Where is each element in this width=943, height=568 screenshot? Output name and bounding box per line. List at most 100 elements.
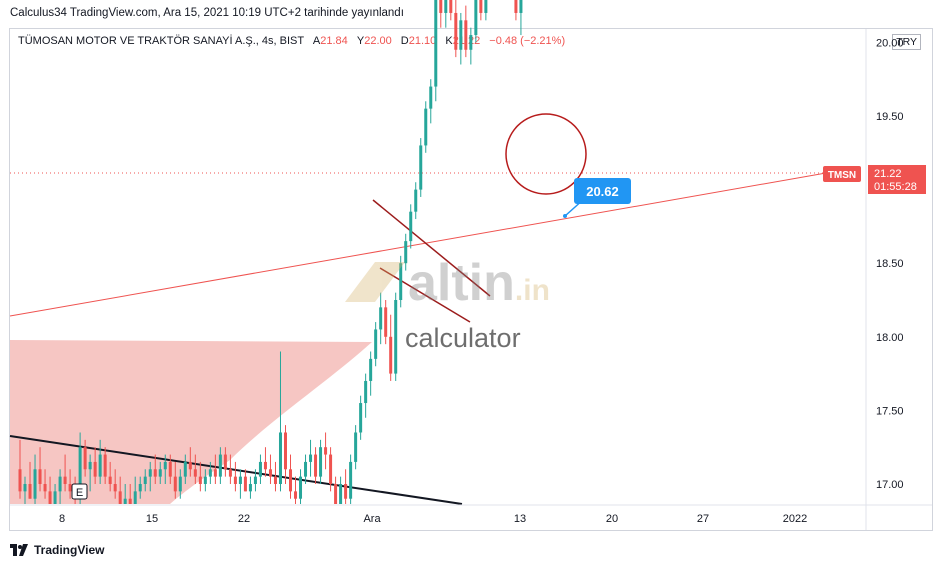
x-axis[interactable]: 8 15 22 Ara 13 20 27 2022 bbox=[59, 513, 807, 525]
candle[interactable] bbox=[434, 0, 438, 102]
candle[interactable] bbox=[108, 461, 112, 492]
candle[interactable] bbox=[188, 447, 192, 477]
candle[interactable] bbox=[439, 0, 443, 28]
candle[interactable] bbox=[354, 425, 358, 470]
candle[interactable] bbox=[183, 454, 187, 484]
candle[interactable] bbox=[304, 454, 308, 484]
candle[interactable] bbox=[58, 469, 62, 504]
candle[interactable] bbox=[18, 439, 22, 499]
candle[interactable] bbox=[459, 12, 463, 65]
candle[interactable] bbox=[394, 292, 398, 381]
candle[interactable] bbox=[178, 469, 182, 499]
candle[interactable] bbox=[173, 461, 177, 499]
candle[interactable] bbox=[238, 469, 242, 499]
candle[interactable] bbox=[414, 182, 418, 220]
candle[interactable] bbox=[158, 461, 162, 484]
candle[interactable] bbox=[278, 351, 282, 492]
candle[interactable] bbox=[464, 5, 468, 58]
legend-symbol[interactable]: TÜMOSAN MOTOR VE TRAKTÖR SANAYİ A.Ş., 4s… bbox=[18, 35, 304, 47]
highlight-circle[interactable] bbox=[505, 113, 587, 195]
candle[interactable] bbox=[93, 447, 97, 484]
candle[interactable] bbox=[88, 454, 92, 492]
candle[interactable] bbox=[53, 484, 57, 504]
candle[interactable] bbox=[128, 484, 132, 504]
candle[interactable] bbox=[208, 461, 212, 484]
candle[interactable] bbox=[334, 476, 338, 504]
wedge-line-lower[interactable] bbox=[379, 267, 471, 323]
candle[interactable] bbox=[233, 461, 237, 492]
candle[interactable] bbox=[83, 439, 87, 477]
wedge-line-upper[interactable] bbox=[372, 199, 491, 297]
candle[interactable] bbox=[384, 300, 388, 345]
candle[interactable] bbox=[314, 447, 318, 484]
candle[interactable] bbox=[454, 0, 458, 58]
currency-badge[interactable]: TRY bbox=[892, 34, 921, 50]
candle[interactable] bbox=[98, 439, 102, 484]
candle[interactable] bbox=[364, 373, 368, 418]
candle[interactable] bbox=[389, 314, 393, 381]
candle[interactable] bbox=[138, 476, 142, 499]
candle[interactable] bbox=[359, 395, 363, 440]
candle[interactable] bbox=[218, 447, 222, 484]
candle[interactable] bbox=[163, 454, 167, 484]
candle[interactable] bbox=[289, 454, 293, 499]
candle[interactable] bbox=[319, 439, 323, 484]
candle[interactable] bbox=[369, 351, 373, 396]
candle[interactable] bbox=[143, 469, 147, 492]
candle[interactable] bbox=[379, 292, 383, 345]
candle[interactable] bbox=[118, 476, 122, 504]
candle[interactable] bbox=[63, 454, 67, 492]
candle[interactable] bbox=[309, 439, 313, 477]
candle[interactable] bbox=[294, 476, 298, 504]
candle[interactable] bbox=[243, 469, 247, 492]
candle[interactable] bbox=[419, 138, 423, 197]
candle[interactable] bbox=[253, 469, 257, 492]
candle[interactable] bbox=[299, 469, 303, 504]
candle[interactable] bbox=[133, 476, 137, 504]
candle[interactable] bbox=[43, 469, 47, 499]
candle[interactable] bbox=[263, 447, 267, 477]
candle[interactable] bbox=[203, 469, 207, 492]
candle[interactable] bbox=[273, 461, 277, 492]
candle[interactable] bbox=[329, 447, 333, 492]
candle[interactable] bbox=[153, 454, 157, 484]
candle[interactable] bbox=[213, 454, 217, 484]
candle[interactable] bbox=[429, 79, 433, 124]
ascending-trendline[interactable] bbox=[9, 172, 827, 317]
candle[interactable] bbox=[28, 461, 32, 499]
candle[interactable] bbox=[268, 454, 272, 484]
candle[interactable] bbox=[479, 0, 483, 21]
candle[interactable] bbox=[519, 0, 523, 36]
candle[interactable] bbox=[33, 454, 37, 504]
candle[interactable] bbox=[168, 454, 172, 484]
candle[interactable] bbox=[514, 0, 518, 21]
candle[interactable] bbox=[339, 476, 343, 504]
event-marker[interactable] bbox=[71, 483, 88, 500]
candle[interactable] bbox=[404, 233, 408, 271]
candle[interactable] bbox=[198, 461, 202, 492]
candle[interactable] bbox=[324, 432, 328, 470]
candle[interactable] bbox=[283, 425, 287, 484]
footer-logo-text[interactable]: TradingView bbox=[34, 543, 105, 557]
candle[interactable] bbox=[449, 0, 453, 21]
candle[interactable] bbox=[123, 484, 127, 504]
candle[interactable] bbox=[148, 461, 152, 492]
candle[interactable] bbox=[424, 101, 428, 153]
candle[interactable] bbox=[248, 476, 252, 499]
candle[interactable] bbox=[193, 454, 197, 484]
candle[interactable] bbox=[113, 469, 117, 499]
candle[interactable] bbox=[349, 454, 353, 504]
candle[interactable] bbox=[38, 447, 42, 492]
candle[interactable] bbox=[258, 454, 262, 484]
candle[interactable] bbox=[399, 255, 403, 308]
candle[interactable] bbox=[344, 469, 348, 504]
candle[interactable] bbox=[223, 447, 227, 477]
candle[interactable] bbox=[103, 447, 107, 484]
candle[interactable] bbox=[68, 469, 72, 499]
candle[interactable] bbox=[409, 204, 413, 249]
candle[interactable] bbox=[444, 0, 448, 28]
callout-box[interactable] bbox=[574, 178, 631, 204]
candle[interactable] bbox=[484, 0, 488, 21]
candle[interactable] bbox=[48, 476, 52, 504]
